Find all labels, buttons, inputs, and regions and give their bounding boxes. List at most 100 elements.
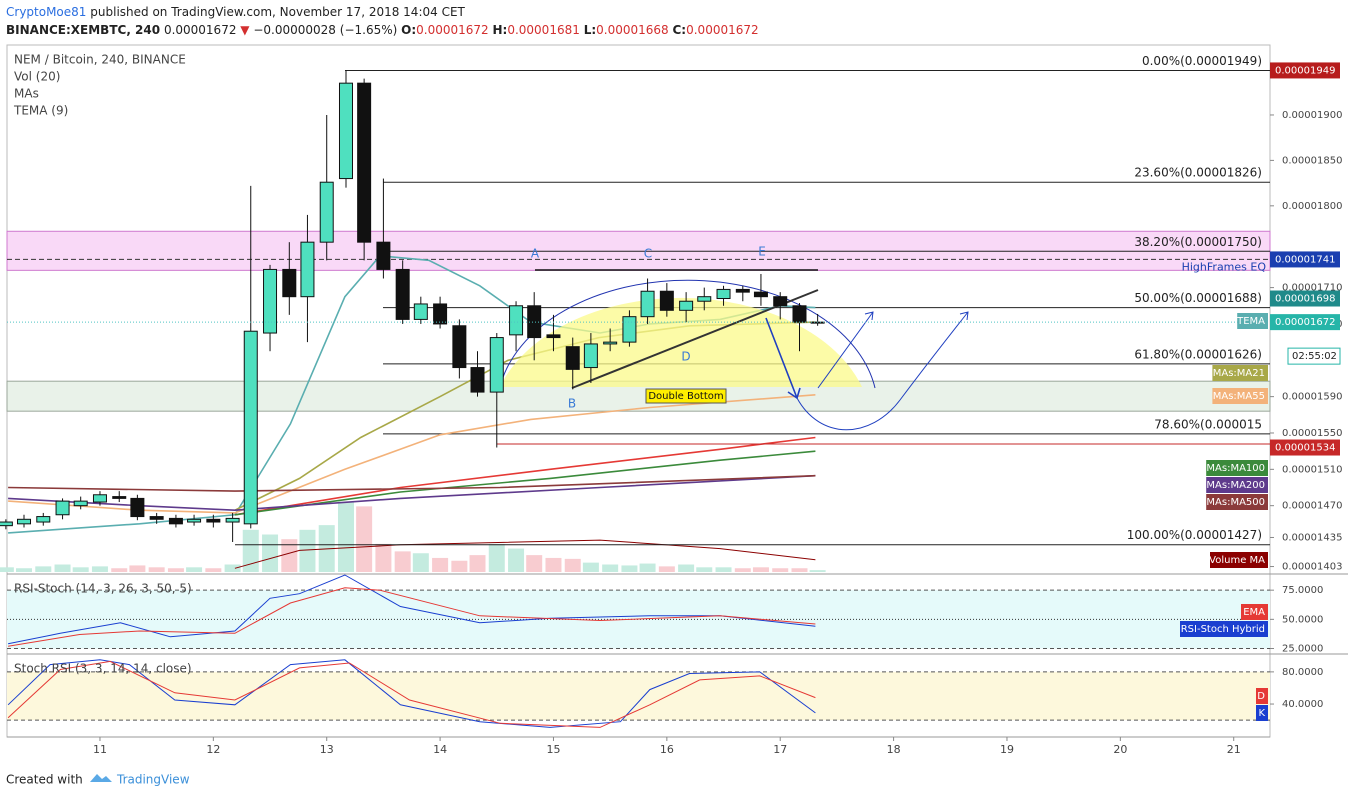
- price-badge-label: 0.00001741: [1275, 254, 1335, 265]
- candle-body: [92, 494, 107, 503]
- series-badge: [1206, 494, 1268, 510]
- legend-entry: Vol (20): [14, 70, 60, 84]
- volume-bar: [564, 558, 581, 572]
- price-badge-label: 0.00001534: [1275, 443, 1335, 454]
- volume-bar: [54, 564, 71, 572]
- y-tick-label: 0.00001470: [1282, 501, 1342, 512]
- ohlc-value: 0.00001672: [416, 23, 489, 37]
- volume-bar: [412, 553, 429, 572]
- y-tick-label: 80.0000: [1282, 667, 1323, 678]
- volume-bar: [639, 563, 656, 572]
- volume-bar: [129, 565, 146, 572]
- candle-body: [792, 305, 807, 323]
- header-line-1: CryptoMoe81 published on TradingView.com…: [6, 5, 466, 19]
- candle-body: [206, 518, 221, 523]
- series-badge-label: MAs:MA21: [1213, 368, 1265, 379]
- ohlc-value: 0.00001681: [507, 23, 580, 37]
- double-bottom-label: Double Bottom: [648, 391, 723, 402]
- series-badge: [1212, 388, 1268, 404]
- x-tick-label: 13: [320, 743, 334, 756]
- y-tick-label: 40.0000: [1282, 699, 1323, 710]
- ma-line: [234, 450, 816, 516]
- arrow-up: [817, 311, 874, 389]
- volume-bar: [337, 501, 354, 572]
- candle-body: [263, 268, 278, 334]
- volume-ma-line: [234, 539, 816, 569]
- volume-bar: [545, 557, 562, 572]
- volume-bar: [602, 564, 619, 572]
- volume-bar: [224, 564, 241, 572]
- price-badge-label: 0.00001672: [1275, 317, 1335, 328]
- series-badge: [1180, 621, 1268, 637]
- ma-line: [8, 474, 816, 492]
- price-badge: [1270, 314, 1340, 331]
- y-tick-label: 50.0000: [1282, 614, 1323, 625]
- y-tick-label: 0.00001850: [1282, 155, 1342, 166]
- candle-body: [546, 334, 561, 339]
- x-tick-label: 18: [887, 743, 901, 756]
- chart-layer: 0.00%(0.00001949) 23.60%(0.00001826) 38.20…: [0, 44, 1348, 756]
- volume-bar: [678, 564, 695, 572]
- x-tick-label: 16: [660, 743, 674, 756]
- published: published on TradingView.com, November 1…: [90, 5, 465, 19]
- volume-bar: [621, 565, 638, 572]
- candle-body: [300, 241, 315, 298]
- fib-label: 78.60%(0.000015: [1154, 417, 1262, 431]
- series-badge: [1206, 477, 1268, 493]
- volume-bar: [242, 529, 259, 572]
- candle-body: [338, 82, 353, 180]
- candle-body: [36, 516, 51, 523]
- volume-bar: [281, 539, 298, 572]
- ma-line: [8, 474, 816, 512]
- fib-label: 100.00%(0.00001427): [1127, 528, 1262, 542]
- indicator-band: [7, 671, 1270, 721]
- header-line-2: BINANCE:XEMBTC, 240 0.00001672 ▼ −0.0000…: [6, 23, 759, 37]
- candle-body: [470, 367, 485, 393]
- candle-body: [697, 296, 712, 302]
- footer-brand[interactable]: TradingView: [116, 773, 190, 787]
- price-badge-label: 0.00001949: [1275, 65, 1335, 76]
- volume-bar: [111, 568, 128, 572]
- fib-label: 38.20%(0.00001750): [1134, 235, 1262, 249]
- series-badge-label: RSI-Stoch Hybrid: [1181, 624, 1265, 635]
- volume-bar: [809, 570, 826, 572]
- author[interactable]: CryptoMoe81: [6, 5, 86, 19]
- candle-body: [565, 346, 580, 370]
- fib-label: 23.60%(0.00001826): [1134, 166, 1262, 180]
- series-badge: [1210, 552, 1268, 568]
- ohlc-value: 0.00001672: [686, 23, 759, 37]
- series-badge-label: MAs:MA200: [1206, 480, 1265, 491]
- x-tick-label: 17: [773, 743, 787, 756]
- volume-bar: [696, 567, 713, 572]
- volume-bar: [205, 568, 222, 572]
- indicator-line: [8, 587, 816, 647]
- ma-line: [8, 394, 816, 514]
- down-arrow: ▼: [240, 23, 250, 37]
- symbol: BINANCE:XEMBTC, 240: [6, 23, 160, 37]
- volume-bar: [16, 568, 33, 572]
- volume-bar: [299, 529, 316, 572]
- series-badge-label: MAs:MA55: [1213, 391, 1265, 402]
- volume-bar: [394, 551, 411, 572]
- series-badge-label: TEMA: [1236, 316, 1265, 327]
- ohlc-label: H:: [492, 23, 507, 37]
- candle-body: [319, 181, 334, 243]
- volume-bar: [356, 506, 373, 572]
- price-badge-label: 0.00001698: [1275, 294, 1335, 305]
- tradingview-logo: [90, 774, 112, 782]
- candle-body: [716, 288, 731, 300]
- candle-body: [395, 268, 410, 320]
- series-badge-label: MAs:MA100: [1206, 463, 1265, 474]
- candle-body: [679, 300, 694, 311]
- volume-bar: [262, 534, 279, 572]
- ohlc-value: 0.00001668: [596, 23, 669, 37]
- pattern-label: B: [568, 397, 576, 411]
- volume-bar: [35, 566, 52, 572]
- volume-bar: [734, 568, 751, 572]
- volume-bar: [791, 568, 808, 572]
- pattern-label: A: [531, 247, 540, 261]
- indicator-line: [7, 660, 816, 728]
- fib-label: 50.00%(0.00001688): [1134, 291, 1262, 305]
- candle-body: [640, 290, 655, 318]
